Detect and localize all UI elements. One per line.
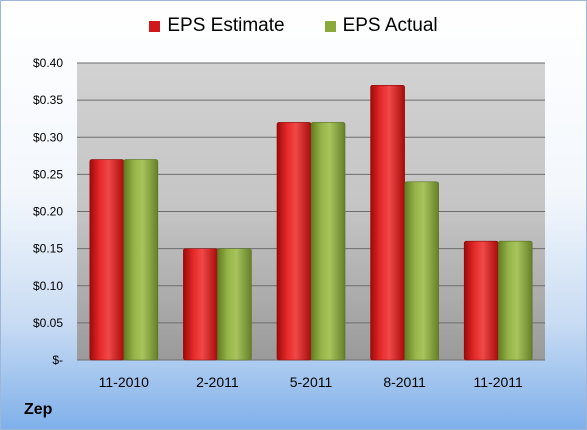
bar-estimate (276, 122, 312, 361)
y-tick-label: $0.25 (33, 167, 63, 181)
bar-actual (497, 240, 533, 361)
company-name: Zep (24, 401, 53, 418)
legend-swatch-actual (324, 20, 336, 32)
legend-swatch-estimate (149, 20, 161, 32)
y-tick-label: $0.10 (33, 279, 63, 293)
bars (89, 84, 533, 361)
x-tick-label: 11-2011 (474, 374, 524, 390)
y-tick-label: $0.30 (33, 130, 63, 144)
y-tick-label: $0.40 (33, 56, 63, 70)
y-axis-ticks: $- $0.05 $0.10 $0.15 $0.20 $0.25 $0.30 $0.35 $0.… (33, 56, 63, 367)
x-tick-label: 11-2010 (99, 374, 150, 390)
bar-actual (310, 122, 346, 361)
x-tick-label: 8-2011 (383, 374, 426, 390)
x-tick-label: 5-2011 (290, 374, 333, 390)
y-tick-label: $0.35 (33, 93, 63, 107)
legend-item-actual: EPS Actual (324, 15, 438, 37)
x-tick-label: 2-2011 (196, 374, 239, 390)
legend-label-actual: EPS Actual (342, 15, 438, 36)
y-tick-label: $0.05 (33, 316, 63, 330)
y-tick-label: $- (52, 353, 63, 367)
legend-label-estimate: EPS Estimate (167, 15, 285, 36)
bar-estimate (183, 248, 218, 361)
bar-actual (123, 159, 159, 361)
x-axis-ticks: 11-2010 2-2011 5-2011 8-2011 11-2011 (99, 374, 523, 390)
bar-estimate (463, 240, 499, 361)
bar-actual (404, 181, 439, 361)
bar-estimate (370, 84, 405, 361)
y-tick-label: $0.15 (33, 242, 63, 256)
bar-estimate (89, 159, 125, 361)
y-tick-label: $0.20 (33, 205, 63, 219)
legend: EPS Estimate EPS Actual (1, 15, 586, 37)
bar-actual (217, 248, 252, 361)
legend-item-estimate: EPS Estimate (149, 15, 285, 37)
